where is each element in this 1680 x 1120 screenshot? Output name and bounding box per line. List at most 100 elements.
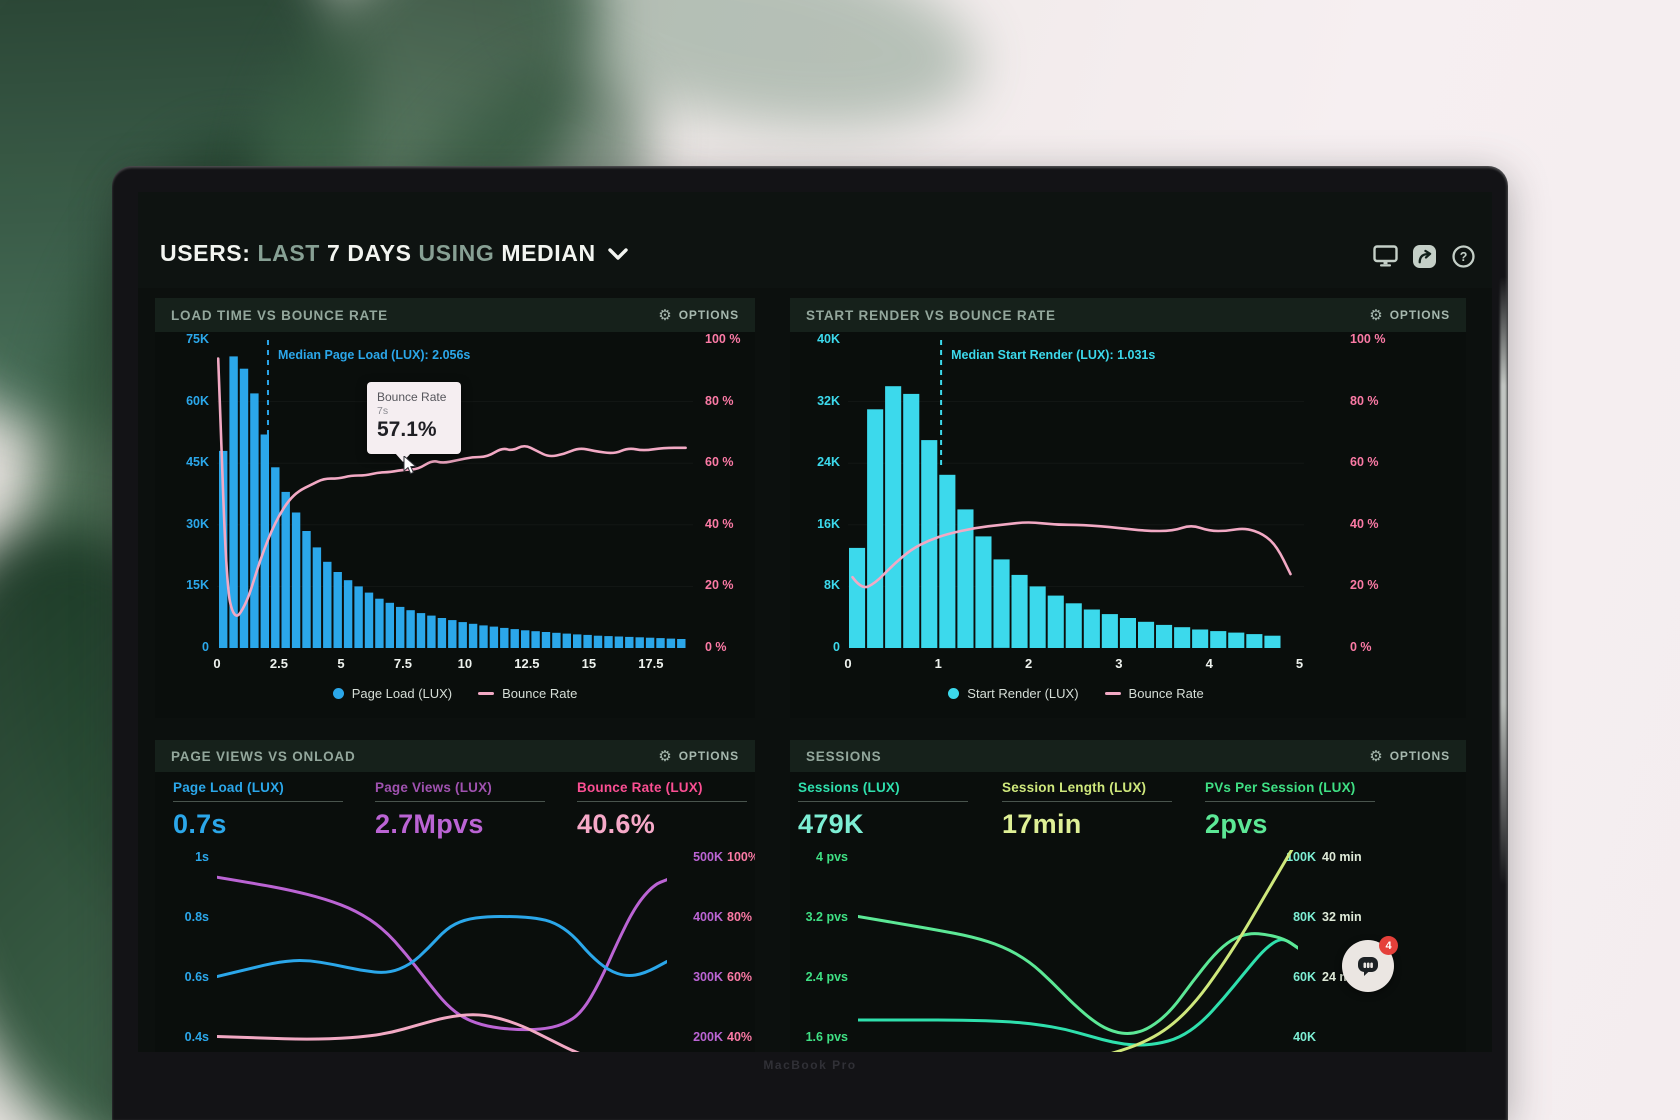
users-dropdown[interactable]: USERS: LAST 7 DAYS USING MEDIAN xyxy=(160,240,628,267)
bar[interactable] xyxy=(1228,632,1245,648)
bar[interactable] xyxy=(291,512,301,649)
y-axis-tick-left: 2.4 pvs xyxy=(805,970,848,984)
bar[interactable] xyxy=(302,531,311,648)
options-button[interactable]: ⚙ OPTIONS xyxy=(1369,747,1450,765)
bar[interactable] xyxy=(1065,603,1082,648)
bar[interactable] xyxy=(975,536,992,648)
bar[interactable] xyxy=(1119,618,1136,648)
y-axis-tick-left: 0.6s xyxy=(184,970,209,984)
bar[interactable] xyxy=(573,634,582,648)
bar[interactable] xyxy=(614,636,624,649)
options-button[interactable]: ⚙ OPTIONS xyxy=(658,306,739,324)
y-axis-tick-right: 100 % xyxy=(1350,332,1386,346)
bar[interactable] xyxy=(489,626,499,648)
bar[interactable] xyxy=(656,638,665,648)
bar[interactable] xyxy=(1174,627,1191,648)
bar[interactable] xyxy=(541,632,551,648)
bar[interactable] xyxy=(479,625,488,648)
bar[interactable] xyxy=(604,636,613,648)
bar[interactable] xyxy=(867,409,884,648)
bar[interactable] xyxy=(1029,586,1046,648)
x-axis-tick: 4 xyxy=(1205,656,1213,671)
bar[interactable] xyxy=(885,386,902,648)
bar[interactable] xyxy=(312,547,322,648)
bar[interactable] xyxy=(921,440,938,648)
metric-label: Session Length (LUX) xyxy=(1002,780,1147,795)
bar[interactable] xyxy=(323,561,332,648)
bar[interactable] xyxy=(1156,624,1173,648)
share-icon[interactable] xyxy=(1411,244,1437,268)
chat-icon xyxy=(1358,957,1378,976)
legend-swatch xyxy=(1104,692,1121,695)
bar[interactable] xyxy=(333,572,342,648)
bar[interactable] xyxy=(521,630,530,648)
bar[interactable] xyxy=(427,615,436,648)
legend-label: Start Render (LUX) xyxy=(967,686,1079,701)
y-axis-tick-right: 40% xyxy=(727,1030,753,1044)
bar[interactable] xyxy=(957,509,974,648)
y-axis-tick-left: 0.8s xyxy=(184,910,209,924)
bar[interactable] xyxy=(1083,609,1100,649)
x-axis-tick: 2 xyxy=(1024,656,1033,671)
bar[interactable] xyxy=(364,592,374,648)
options-button[interactable]: ⚙ OPTIONS xyxy=(1369,306,1450,324)
bar[interactable] xyxy=(635,637,644,648)
bar[interactable] xyxy=(437,618,447,648)
x-axis-tick: 0 xyxy=(844,656,852,671)
y-axis-tick-left: 75K xyxy=(186,332,209,346)
bar[interactable] xyxy=(625,636,634,648)
help-icon[interactable]: ? xyxy=(1450,244,1476,268)
bar[interactable] xyxy=(1192,629,1209,649)
bar[interactable] xyxy=(1138,621,1155,648)
bar[interactable] xyxy=(939,474,956,649)
bar[interactable] xyxy=(281,491,290,648)
bar[interactable] xyxy=(1246,634,1263,648)
bar[interactable] xyxy=(343,580,353,648)
metric: Session Length (LUX) 17min xyxy=(1002,780,1186,840)
bar[interactable] xyxy=(448,620,457,648)
legend-item: Bounce Rate xyxy=(1104,686,1204,701)
options-button[interactable]: ⚙ OPTIONS xyxy=(658,747,739,765)
bar[interactable] xyxy=(993,559,1010,648)
bar[interactable] xyxy=(260,434,269,649)
display-icon[interactable] xyxy=(1372,244,1398,268)
bar[interactable] xyxy=(552,632,561,648)
bar[interactable] xyxy=(250,393,259,648)
y-axis-tick-right: 40 % xyxy=(705,516,734,531)
bar[interactable] xyxy=(416,613,426,648)
bar[interactable] xyxy=(1101,614,1118,648)
bar[interactable] xyxy=(531,631,540,648)
bar[interactable] xyxy=(903,393,920,648)
y-axis-tick-right: 40 % xyxy=(1350,516,1379,531)
bar[interactable] xyxy=(458,622,467,648)
bar[interactable] xyxy=(1264,635,1281,648)
legend-swatch xyxy=(948,688,960,699)
bar[interactable] xyxy=(583,634,592,648)
bar[interactable] xyxy=(229,356,238,648)
bar[interactable] xyxy=(468,623,478,648)
bar[interactable] xyxy=(271,467,280,648)
bar[interactable] xyxy=(219,450,228,648)
bar[interactable] xyxy=(645,637,655,648)
bar[interactable] xyxy=(1210,631,1227,648)
bar[interactable] xyxy=(1011,574,1028,648)
tooltip-title: Bounce Rate xyxy=(377,390,447,404)
bar[interactable] xyxy=(562,633,571,648)
bar[interactable] xyxy=(510,629,519,648)
bar[interactable] xyxy=(593,635,603,648)
notification-badge: 4 xyxy=(1379,936,1398,955)
bar[interactable] xyxy=(354,586,363,648)
chat-bubble-button[interactable]: 4 xyxy=(1342,936,1398,992)
y-axis-tick-right: 60 % xyxy=(705,455,734,470)
bar[interactable] xyxy=(500,627,509,648)
bar[interactable] xyxy=(396,606,405,648)
bar[interactable] xyxy=(385,602,394,648)
bar[interactable] xyxy=(239,368,249,648)
bar[interactable] xyxy=(1047,595,1064,648)
bar[interactable] xyxy=(849,547,866,648)
bar[interactable] xyxy=(406,610,415,648)
bar[interactable] xyxy=(666,638,676,648)
bar[interactable] xyxy=(375,598,384,648)
metric-value: 2.7Mpvs xyxy=(375,809,484,839)
bar[interactable] xyxy=(677,639,686,648)
